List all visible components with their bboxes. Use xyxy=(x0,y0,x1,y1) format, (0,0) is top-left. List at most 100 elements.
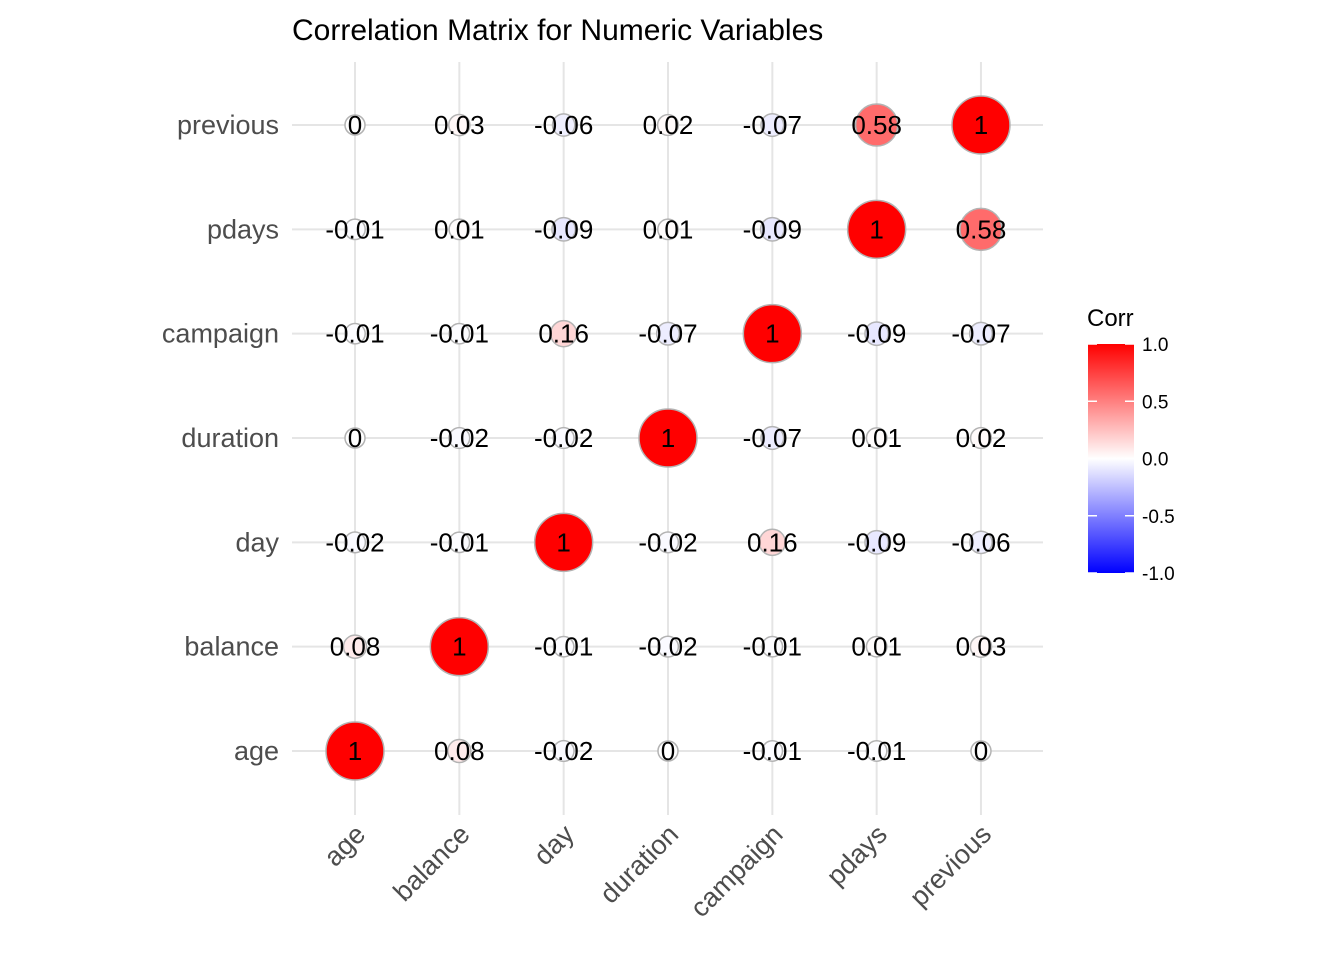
correlation-value-label: -0.02 xyxy=(534,736,593,766)
correlation-circle xyxy=(865,427,888,449)
correlation-circle xyxy=(742,303,803,364)
legend-tick-label: -0.5 xyxy=(1142,507,1175,528)
correlation-circle xyxy=(657,218,679,241)
correlation-value-label: 0 xyxy=(974,736,988,766)
correlation-circle xyxy=(655,321,681,346)
correlation-value-label: -0.01 xyxy=(325,319,384,349)
correlation-value-label: -0.01 xyxy=(743,632,802,662)
correlation-circle xyxy=(959,207,1003,252)
correlation-circle xyxy=(968,321,994,346)
x-tick-label: previous xyxy=(904,819,997,912)
correlation-value-label: -0.01 xyxy=(534,632,593,662)
correlation-value-label: -0.01 xyxy=(847,736,906,766)
correlation-value-label: 0.58 xyxy=(956,214,1007,244)
correlation-value-label: -0.07 xyxy=(638,319,697,349)
correlation-circle xyxy=(760,112,785,138)
correlation-circle xyxy=(656,113,680,137)
correlation-value-label: -0.01 xyxy=(430,527,489,557)
x-axis-ticks: age balance day duration campaign pdays previo… xyxy=(318,819,997,923)
legend-tick-label: 0.5 xyxy=(1142,392,1168,413)
correlation-value-label: 0.01 xyxy=(434,214,485,244)
correlation-circle xyxy=(758,528,787,557)
correlation-value-label: -0.06 xyxy=(534,110,593,140)
correlation-value-label: -0.09 xyxy=(534,214,593,244)
correlation-circle xyxy=(344,322,366,345)
y-axis-ticks: age balance day duration campaign pdays previo… xyxy=(162,110,280,766)
correlation-value-label: -0.09 xyxy=(847,319,906,349)
correlation-circle xyxy=(969,635,993,658)
correlation-value-label: 1 xyxy=(452,632,466,662)
correlation-circle xyxy=(448,113,471,137)
correlation-value-label: 0.01 xyxy=(851,632,902,662)
color-legend: Corr 1.0 0.5 0.0 -0.5 -1.0 xyxy=(1087,305,1175,585)
x-tick-label: pdays xyxy=(821,819,893,891)
x-tick-label: day xyxy=(528,819,580,871)
correlation-circle xyxy=(533,512,594,573)
correlation-cells: 1 0.08 -0.02 0 -0.01 -0.01 0 0.08 1 -0.01 -0.02 -0.… xyxy=(325,95,1011,781)
correlation-circle xyxy=(552,635,575,658)
correlation-value-label: -0.09 xyxy=(847,527,906,557)
correlation-circle xyxy=(759,216,785,242)
correlation-value-label: 0.08 xyxy=(330,632,381,662)
y-tick-label: previous xyxy=(177,110,279,140)
correlation-value-label: 0.02 xyxy=(956,423,1007,453)
correlation-value-label: 0.02 xyxy=(643,110,694,140)
correlation-value-label: -0.02 xyxy=(325,527,384,557)
y-tick-label: day xyxy=(235,527,279,557)
correlation-value-label: 0.16 xyxy=(538,319,589,349)
correlation-circle xyxy=(854,103,899,147)
x-tick-label: balance xyxy=(387,819,475,907)
correlation-circle xyxy=(864,321,890,347)
correlation-circle xyxy=(551,216,577,242)
legend-title: Corr xyxy=(1087,305,1134,332)
correlation-circle xyxy=(552,739,575,763)
legend-tick-label: 1.0 xyxy=(1142,335,1168,356)
correlation-value-label: 1 xyxy=(869,214,883,244)
correlation-circle xyxy=(447,738,472,764)
x-tick-label: age xyxy=(318,819,371,872)
correlation-value-label: 1 xyxy=(556,527,570,557)
correlation-circle xyxy=(761,740,784,762)
correlation-value-label: 0 xyxy=(348,110,362,140)
legend-tick-label: 0.0 xyxy=(1142,450,1168,471)
correlation-circle xyxy=(638,408,698,468)
correlation-circle xyxy=(344,427,366,449)
correlation-value-label: 0.08 xyxy=(434,736,485,766)
correlation-value-label: 0 xyxy=(661,736,675,766)
correlation-value-label: -0.01 xyxy=(325,214,384,244)
correlation-value-label: 0 xyxy=(348,423,362,453)
correlation-circle xyxy=(448,426,471,450)
correlation-value-label: -0.02 xyxy=(534,423,593,453)
correlation-value-label: -0.01 xyxy=(743,736,802,766)
correlation-circle xyxy=(549,319,578,348)
chart-title: Correlation Matrix for Numeric Variables xyxy=(292,14,823,47)
correlation-circle xyxy=(429,616,490,677)
correlation-value-label: 0.01 xyxy=(643,214,694,244)
correlation-circle xyxy=(343,531,367,554)
y-tick-label: balance xyxy=(184,632,279,662)
correlation-circle xyxy=(970,740,992,762)
correlation-circle xyxy=(656,531,680,554)
correlation-value-label: -0.02 xyxy=(430,423,489,453)
correlation-circle xyxy=(865,635,888,658)
correlation-circle xyxy=(846,199,907,260)
x-tick-label: duration xyxy=(594,819,684,909)
y-tick-label: pdays xyxy=(207,214,279,244)
correlation-circle xyxy=(865,740,888,762)
y-tick-label: duration xyxy=(181,423,279,453)
correlation-circle xyxy=(864,529,890,555)
legend-tick-label: -1.0 xyxy=(1142,564,1175,585)
correlation-circle xyxy=(325,721,385,781)
legend-ticks: 1.0 0.5 0.0 -0.5 -1.0 xyxy=(1088,335,1175,585)
correlation-value-label: 1 xyxy=(765,319,779,349)
correlation-circle xyxy=(656,635,680,658)
correlation-circle xyxy=(552,426,575,450)
correlation-circle xyxy=(969,426,993,450)
correlation-circle xyxy=(448,322,471,345)
correlation-circle xyxy=(761,635,784,658)
correlation-value-label: 0.03 xyxy=(434,110,485,140)
correlation-value-label: -0.07 xyxy=(743,423,802,453)
y-tick-label: campaign xyxy=(162,319,279,349)
correlation-circle xyxy=(344,114,366,136)
correlation-circle xyxy=(951,95,1011,155)
